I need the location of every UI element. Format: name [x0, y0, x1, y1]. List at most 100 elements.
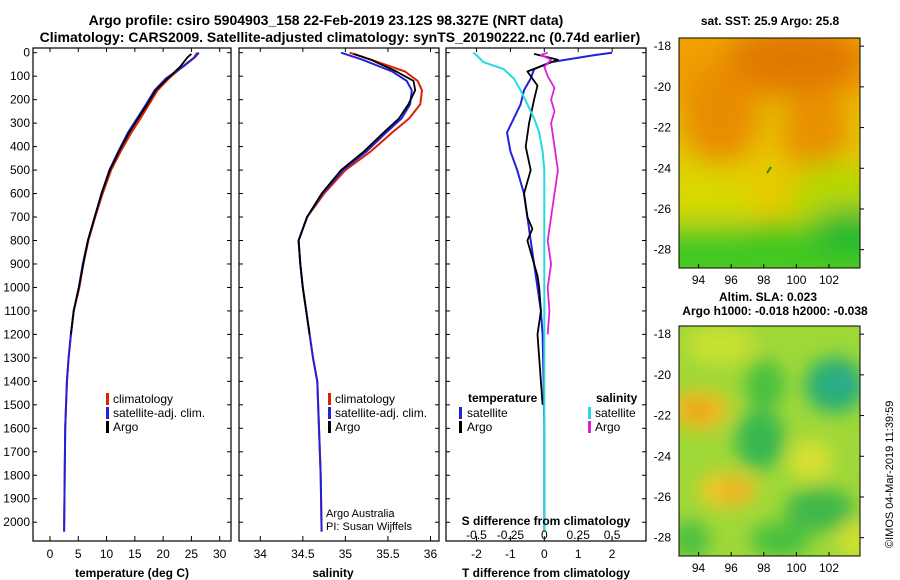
imos-credit: ©IMOS 04-Mar-2019 11:39:59	[884, 401, 896, 548]
top-tick-label: 0.5	[604, 528, 621, 542]
temperature-legend: climatology satellite-adj. clim. Argo	[106, 392, 205, 434]
x-tick-label: 34.5	[291, 547, 315, 561]
depth-tick-label: 1300	[3, 351, 30, 365]
depth-axis: 0 100 200 300 400 500 600 700 800 900 1000 1100 1200…	[3, 46, 646, 529]
depth-tick-label: 1700	[3, 445, 30, 459]
top-tick-label: 0.25	[567, 528, 591, 542]
map-x-tick-label: 98	[757, 561, 771, 575]
map-y-tick-label: -26	[654, 490, 672, 504]
salinity-legend: climatology satellite-adj. clim. Argo	[328, 392, 427, 434]
x-tick-label: 35	[339, 547, 353, 561]
legend-swatch-satellite-2	[328, 407, 331, 419]
x-tick-label: 2	[609, 547, 616, 561]
depth-tick-label: 200	[10, 93, 30, 107]
series-line-satellite-adj-clim-	[297, 51, 413, 532]
salinity-x-axis: 34 34.5 35 35.5 36	[254, 48, 438, 561]
map-y-tick-label: -22	[654, 121, 672, 135]
x-tick-label: 30	[213, 547, 227, 561]
depth-tick-label: 1800	[3, 468, 30, 482]
salinity-xlabel: salinity	[312, 566, 354, 580]
depth-tick-label: 600	[10, 187, 30, 201]
legend-swatch-sal-argo	[588, 421, 591, 433]
x-tick-label: 25	[185, 547, 199, 561]
map-x-tick-label: 100	[786, 561, 806, 575]
legend-swatch-temp-argo	[459, 421, 462, 433]
depth-tick-label: 400	[10, 140, 30, 154]
depth-tick-label: 1900	[3, 492, 30, 506]
series-line-salinity-argo	[540, 51, 559, 335]
depth-tick-label: 1400	[3, 374, 30, 388]
map-y-tick-label: -20	[654, 80, 672, 94]
map-x-tick-label: 96	[725, 561, 739, 575]
title-line-2: Climatology: CARS2009. Satellite-adjuste…	[40, 29, 641, 45]
temperature-series	[63, 52, 200, 532]
depth-tick-label: 2000	[3, 515, 30, 529]
legend-swatch-temp-satellite	[459, 407, 462, 419]
map-y-tick-label: -24	[654, 161, 672, 175]
depth-tick-label: 100	[10, 69, 30, 83]
legend-swatch-argo	[106, 421, 109, 433]
map-y-tick-label: -28	[654, 531, 672, 545]
legend-sal-argo: Argo	[595, 420, 621, 434]
series-line-argo	[70, 53, 192, 335]
legend-sal-satellite: satellite	[595, 406, 636, 420]
x-tick-label: 36	[424, 547, 438, 561]
map-y-tick-label: -22	[654, 409, 672, 423]
map-y-tick-label: -18	[654, 39, 672, 53]
x-tick-label: 10	[100, 547, 114, 561]
x-tick-label: 20	[156, 547, 170, 561]
legend-swatch-climatology-2	[328, 393, 331, 405]
depth-tick-label: 900	[10, 257, 30, 271]
map-y-tick-label: -20	[654, 368, 672, 382]
depth-tick-label: 1600	[3, 421, 30, 435]
sla-map-frame	[678, 325, 861, 557]
x-tick-label: 35.5	[376, 547, 400, 561]
depth-tick-label: 1200	[3, 327, 30, 341]
difference-x-axis: -2 -1 0 1 2	[471, 48, 616, 561]
sla-heatmap	[679, 326, 860, 556]
map-y-tick-label: -18	[654, 327, 672, 341]
annotation-argo-australia: Argo Australia	[326, 508, 395, 520]
map-x-tick-label: 102	[819, 561, 839, 575]
difference-series	[472, 51, 613, 532]
x-tick-label: -1	[505, 547, 516, 561]
series-line-temperature-satellite	[506, 51, 613, 532]
series-line-satellite-adj-clim-	[63, 52, 200, 532]
depth-tick-label: 0	[23, 46, 30, 60]
legend-argo-2: Argo	[335, 420, 361, 434]
series-line-climatology	[63, 52, 198, 532]
map-x-tick-label: 94	[692, 273, 706, 287]
depth-tick-label: 500	[10, 163, 30, 177]
difference-top-ticks: -0.5 -0.25 0 0.25 0.5	[466, 528, 621, 542]
top-tick-label: 0	[541, 528, 548, 542]
legend-swatch-climatology	[106, 393, 109, 405]
x-tick-label: 34	[254, 547, 268, 561]
map-y-tick-label: -28	[654, 243, 672, 257]
difference-panel-frame	[445, 47, 647, 542]
legend-temp-satellite: satellite	[467, 406, 508, 420]
series-line-argo	[297, 53, 417, 335]
top-tick-label: -0.5	[466, 528, 487, 542]
depth-tick-label: 700	[10, 210, 30, 224]
depth-tick-label: 1000	[3, 280, 30, 294]
map-y-tick-label: -26	[654, 202, 672, 216]
x-tick-label: 1	[575, 547, 582, 561]
legend-satellite: satellite-adj. clim.	[113, 406, 205, 420]
difference-legend: temperature salinity satellite Argo sate…	[459, 391, 638, 434]
map-x-tick-label: 100	[786, 273, 806, 287]
series-line-temperature-argo	[523, 53, 559, 405]
series-line-salinity-satellite	[472, 51, 546, 532]
sla-map-title-2: Argo h1000: -0.018 h2000: -0.038	[682, 304, 868, 318]
top-tick-label: -0.25	[497, 528, 525, 542]
legend-swatch-satellite	[106, 407, 109, 419]
annotation-pi: PI: Susan Wijffels	[326, 521, 412, 533]
legend-satellite-2: satellite-adj. clim.	[335, 406, 427, 420]
legend-salinity-header: salinity	[596, 391, 638, 405]
temperature-panel-frame	[32, 47, 232, 542]
title-line-1: Argo profile: csiro 5904903_158 22-Feb-2…	[89, 12, 564, 28]
depth-tick-label: 1100	[4, 304, 30, 318]
map-x-tick-label: 102	[819, 273, 839, 287]
x-tick-label: 0	[541, 547, 548, 561]
difference-xlabel-top: S difference from climatology	[462, 514, 631, 528]
